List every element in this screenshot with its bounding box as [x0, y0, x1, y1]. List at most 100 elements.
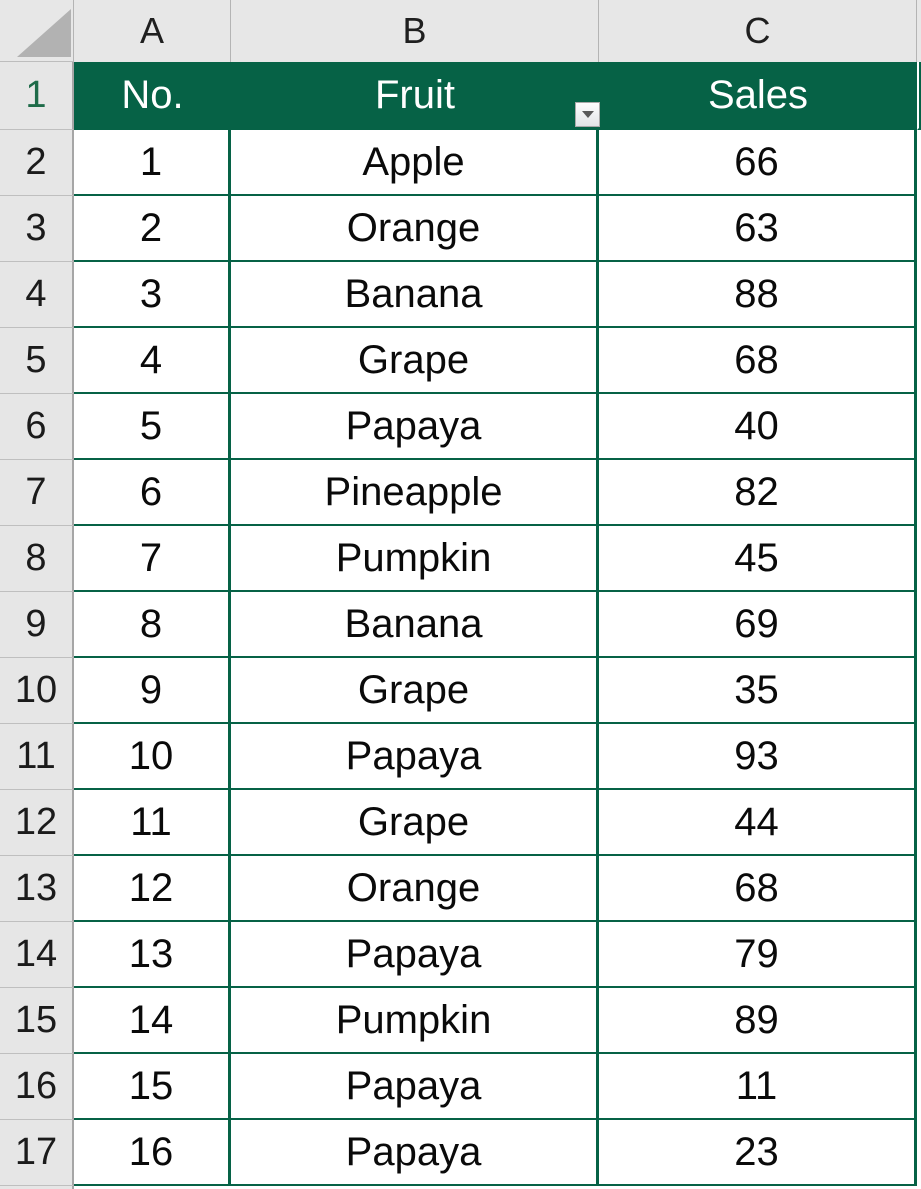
cell-D15-partial: [917, 988, 921, 1054]
row-header-12[interactable]: 12: [0, 790, 74, 856]
cell-C5[interactable]: 68: [599, 328, 917, 394]
cell-A15[interactable]: 14: [74, 988, 231, 1054]
cell-D16-partial: [917, 1054, 921, 1120]
cell-B15[interactable]: Pumpkin: [231, 988, 599, 1054]
cell-C3[interactable]: 63: [599, 196, 917, 262]
sheet-row-13: 13 12 Orange 68: [0, 856, 921, 922]
cell-A7[interactable]: 6: [74, 460, 231, 526]
column-header-strip: A B C: [0, 0, 921, 62]
cell-C13[interactable]: 68: [599, 856, 917, 922]
cell-C11[interactable]: 93: [599, 724, 917, 790]
cell-A4[interactable]: 3: [74, 262, 231, 328]
cell-B9[interactable]: Banana: [231, 592, 599, 658]
cell-B12[interactable]: Grape: [231, 790, 599, 856]
cell-C7[interactable]: 82: [599, 460, 917, 526]
row-header-3[interactable]: 3: [0, 196, 74, 262]
row-header-17[interactable]: 17: [0, 1120, 74, 1186]
cell-C4[interactable]: 88: [599, 262, 917, 328]
row-header-9[interactable]: 9: [0, 592, 74, 658]
cell-A13[interactable]: 12: [74, 856, 231, 922]
row-header-11[interactable]: 11: [0, 724, 74, 790]
row-header-10[interactable]: 10: [0, 658, 74, 724]
cell-C12[interactable]: 44: [599, 790, 917, 856]
row-header-16[interactable]: 16: [0, 1054, 74, 1120]
cell-B6[interactable]: Papaya: [231, 394, 599, 460]
cell-B11[interactable]: Papaya: [231, 724, 599, 790]
cell-A1-no-header[interactable]: No.: [74, 62, 231, 130]
fruit-filter-button[interactable]: [575, 102, 600, 127]
row-header-2[interactable]: 2: [0, 130, 74, 196]
cell-D7-partial: [917, 460, 921, 526]
cell-B5[interactable]: Grape: [231, 328, 599, 394]
cell-B4[interactable]: Banana: [231, 262, 599, 328]
cell-A8[interactable]: 7: [74, 526, 231, 592]
cell-C6[interactable]: 40: [599, 394, 917, 460]
cell-D1-partial: [917, 62, 921, 130]
sheet-row-16: 16 15 Papaya 11: [0, 1054, 921, 1120]
cell-B8[interactable]: Pumpkin: [231, 526, 599, 592]
cell-C14[interactable]: 79: [599, 922, 917, 988]
cell-A11[interactable]: 10: [74, 724, 231, 790]
cell-B10[interactable]: Grape: [231, 658, 599, 724]
cell-C2[interactable]: 66: [599, 130, 917, 196]
sheet-row-7: 7 6 Pineapple 82: [0, 460, 921, 526]
cell-A5[interactable]: 4: [74, 328, 231, 394]
sheet-row-10: 10 9 Grape 35: [0, 658, 921, 724]
cell-C1-sales-header[interactable]: Sales: [599, 62, 917, 130]
column-header-B[interactable]: B: [231, 0, 599, 62]
cell-A17[interactable]: 16: [74, 1120, 231, 1186]
cell-D10-partial: [917, 658, 921, 724]
select-all-corner[interactable]: [0, 0, 74, 62]
column-header-partial: [917, 0, 921, 62]
row-header-1[interactable]: 1: [0, 62, 74, 130]
cell-A6[interactable]: 5: [74, 394, 231, 460]
dropdown-arrow-icon: [581, 111, 594, 118]
cell-B7[interactable]: Pineapple: [231, 460, 599, 526]
cell-D2-partial: [917, 130, 921, 196]
cell-C17[interactable]: 23: [599, 1120, 917, 1186]
cell-A16[interactable]: 15: [74, 1054, 231, 1120]
sheet-row-9: 9 8 Banana 69: [0, 592, 921, 658]
cell-A9[interactable]: 8: [74, 592, 231, 658]
cell-B2[interactable]: Apple: [231, 130, 599, 196]
cell-C10[interactable]: 35: [599, 658, 917, 724]
partial-cells: [74, 1186, 921, 1189]
row-header-8[interactable]: 8: [0, 526, 74, 592]
cell-B13[interactable]: Orange: [231, 856, 599, 922]
cell-D14-partial: [917, 922, 921, 988]
cell-B3[interactable]: Orange: [231, 196, 599, 262]
row-header-14[interactable]: 14: [0, 922, 74, 988]
sheet-row-15: 15 14 Pumpkin 89: [0, 988, 921, 1054]
row-header-6[interactable]: 6: [0, 394, 74, 460]
cell-C16[interactable]: 11: [599, 1054, 917, 1120]
sheet-row-4: 4 3 Banana 88: [0, 262, 921, 328]
column-header-C[interactable]: C: [599, 0, 917, 62]
cell-B17[interactable]: Papaya: [231, 1120, 599, 1186]
sheet-row-2: 2 1 Apple 66: [0, 130, 921, 196]
cell-B16[interactable]: Papaya: [231, 1054, 599, 1120]
row-header-4[interactable]: 4: [0, 262, 74, 328]
sheet-row-5: 5 4 Grape 68: [0, 328, 921, 394]
cell-B1-fruit-header[interactable]: Fruit: [231, 62, 599, 130]
cell-D5-partial: [917, 328, 921, 394]
row-header-18-partial: [0, 1186, 74, 1189]
cell-A14[interactable]: 13: [74, 922, 231, 988]
cell-A2[interactable]: 1: [74, 130, 231, 196]
cell-C15[interactable]: 89: [599, 988, 917, 1054]
row-header-13[interactable]: 13: [0, 856, 74, 922]
partial-row-18: [0, 1186, 921, 1189]
sheet-row-3: 3 2 Orange 63: [0, 196, 921, 262]
cell-A3[interactable]: 2: [74, 196, 231, 262]
cell-D17-partial: [917, 1120, 921, 1186]
cell-C8[interactable]: 45: [599, 526, 917, 592]
cell-A10[interactable]: 9: [74, 658, 231, 724]
cell-C9[interactable]: 69: [599, 592, 917, 658]
cell-B14[interactable]: Papaya: [231, 922, 599, 988]
row-header-15[interactable]: 15: [0, 988, 74, 1054]
row-header-5[interactable]: 5: [0, 328, 74, 394]
row-header-7[interactable]: 7: [0, 460, 74, 526]
sheet-row-12: 12 11 Grape 44: [0, 790, 921, 856]
cell-D4-partial: [917, 262, 921, 328]
cell-A12[interactable]: 11: [74, 790, 231, 856]
column-header-A[interactable]: A: [74, 0, 231, 62]
